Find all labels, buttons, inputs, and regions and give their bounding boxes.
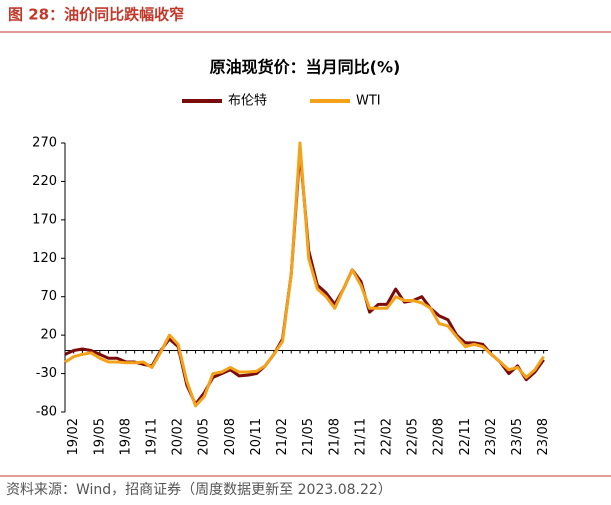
x-tick-label: 19/08 xyxy=(118,418,133,455)
figure-header: 图 28：油价同比跌幅收窄 xyxy=(8,6,184,24)
x-tick-label: 20/05 xyxy=(197,418,212,455)
x-tick-label: 20/08 xyxy=(223,418,238,455)
y-tick-label: 120 xyxy=(32,251,57,266)
x-tick-label: 21/05 xyxy=(301,418,316,455)
x-tick-label: 22/05 xyxy=(406,418,421,455)
series-line xyxy=(64,141,545,408)
x-tick-label: 22/08 xyxy=(432,418,447,455)
legend-label: 布伦特 xyxy=(228,94,267,109)
x-tick-label: 23/05 xyxy=(510,418,525,455)
y-tick-label: 270 xyxy=(32,136,57,151)
y-tick-label: -80 xyxy=(36,405,57,420)
x-tick-label: 23/08 xyxy=(536,418,551,455)
y-tick-label: 70 xyxy=(40,289,57,304)
x-tick-label: 22/02 xyxy=(380,418,395,455)
x-tick-label: 21/02 xyxy=(275,418,290,455)
x-tick-label: 21/11 xyxy=(353,418,368,455)
y-tick-label: -30 xyxy=(36,366,57,381)
x-tick-label: 22/11 xyxy=(458,418,473,455)
x-tick-label: 19/05 xyxy=(92,418,107,455)
y-tick-label: 20 xyxy=(40,328,57,343)
legend-label: WTI xyxy=(356,94,381,109)
x-tick-label: 19/11 xyxy=(145,418,160,455)
x-tick-label: 20/02 xyxy=(171,418,186,455)
x-tick-label: 19/02 xyxy=(66,418,81,455)
chart-title: 原油现货价：当月同比(%) xyxy=(210,58,401,77)
x-tick-label: 23/02 xyxy=(484,418,499,455)
y-tick-label: 170 xyxy=(32,212,57,227)
x-tick-label: 20/11 xyxy=(249,418,264,455)
y-tick-label: 220 xyxy=(32,174,57,189)
source-note: 资料来源：Wind，招商证券（周度数据更新至 2023.08.22） xyxy=(6,482,392,498)
x-tick-label: 21/08 xyxy=(327,418,342,455)
